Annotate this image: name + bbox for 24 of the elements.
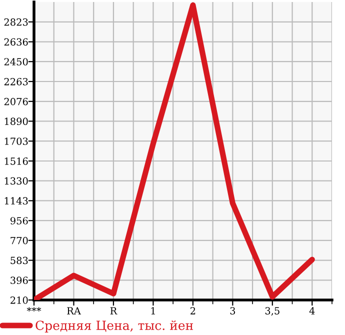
y-tick-label: 210 bbox=[10, 296, 28, 304]
y-tick-label: 583 bbox=[10, 256, 28, 264]
x-tick-label: RA bbox=[67, 307, 81, 314]
x-tick-label: 1 bbox=[151, 307, 155, 314]
x-tick-label: *** bbox=[26, 307, 42, 312]
y-tick-label: 956 bbox=[10, 217, 28, 224]
y-tick-label: 2450 bbox=[4, 58, 28, 66]
y-tick-label: 2823 bbox=[4, 18, 28, 26]
x-tick-label: 2 bbox=[190, 307, 196, 314]
legend-label: Средняя Цена, тыс. йен bbox=[36, 320, 193, 332]
x-tick-label: 3,5 bbox=[265, 307, 280, 316]
x-tick-label: 3 bbox=[230, 307, 236, 314]
y-tick-label: 1143 bbox=[4, 197, 28, 205]
y-tick-label: 1516 bbox=[4, 157, 28, 165]
y-tick-label: 2076 bbox=[4, 98, 28, 106]
y-tick-label: 2636 bbox=[4, 38, 28, 46]
y-tick-label: 770 bbox=[10, 236, 28, 244]
y-tick-label: 1330 bbox=[4, 177, 28, 185]
y-tick-label: 2263 bbox=[4, 78, 28, 86]
y-tick-label: 1890 bbox=[4, 118, 28, 126]
y-tick-label: 396 bbox=[10, 276, 28, 284]
x-tick-label: 4 bbox=[309, 307, 315, 314]
y-tick-label: 1703 bbox=[4, 138, 28, 145]
x-tick-label: R bbox=[110, 307, 118, 314]
